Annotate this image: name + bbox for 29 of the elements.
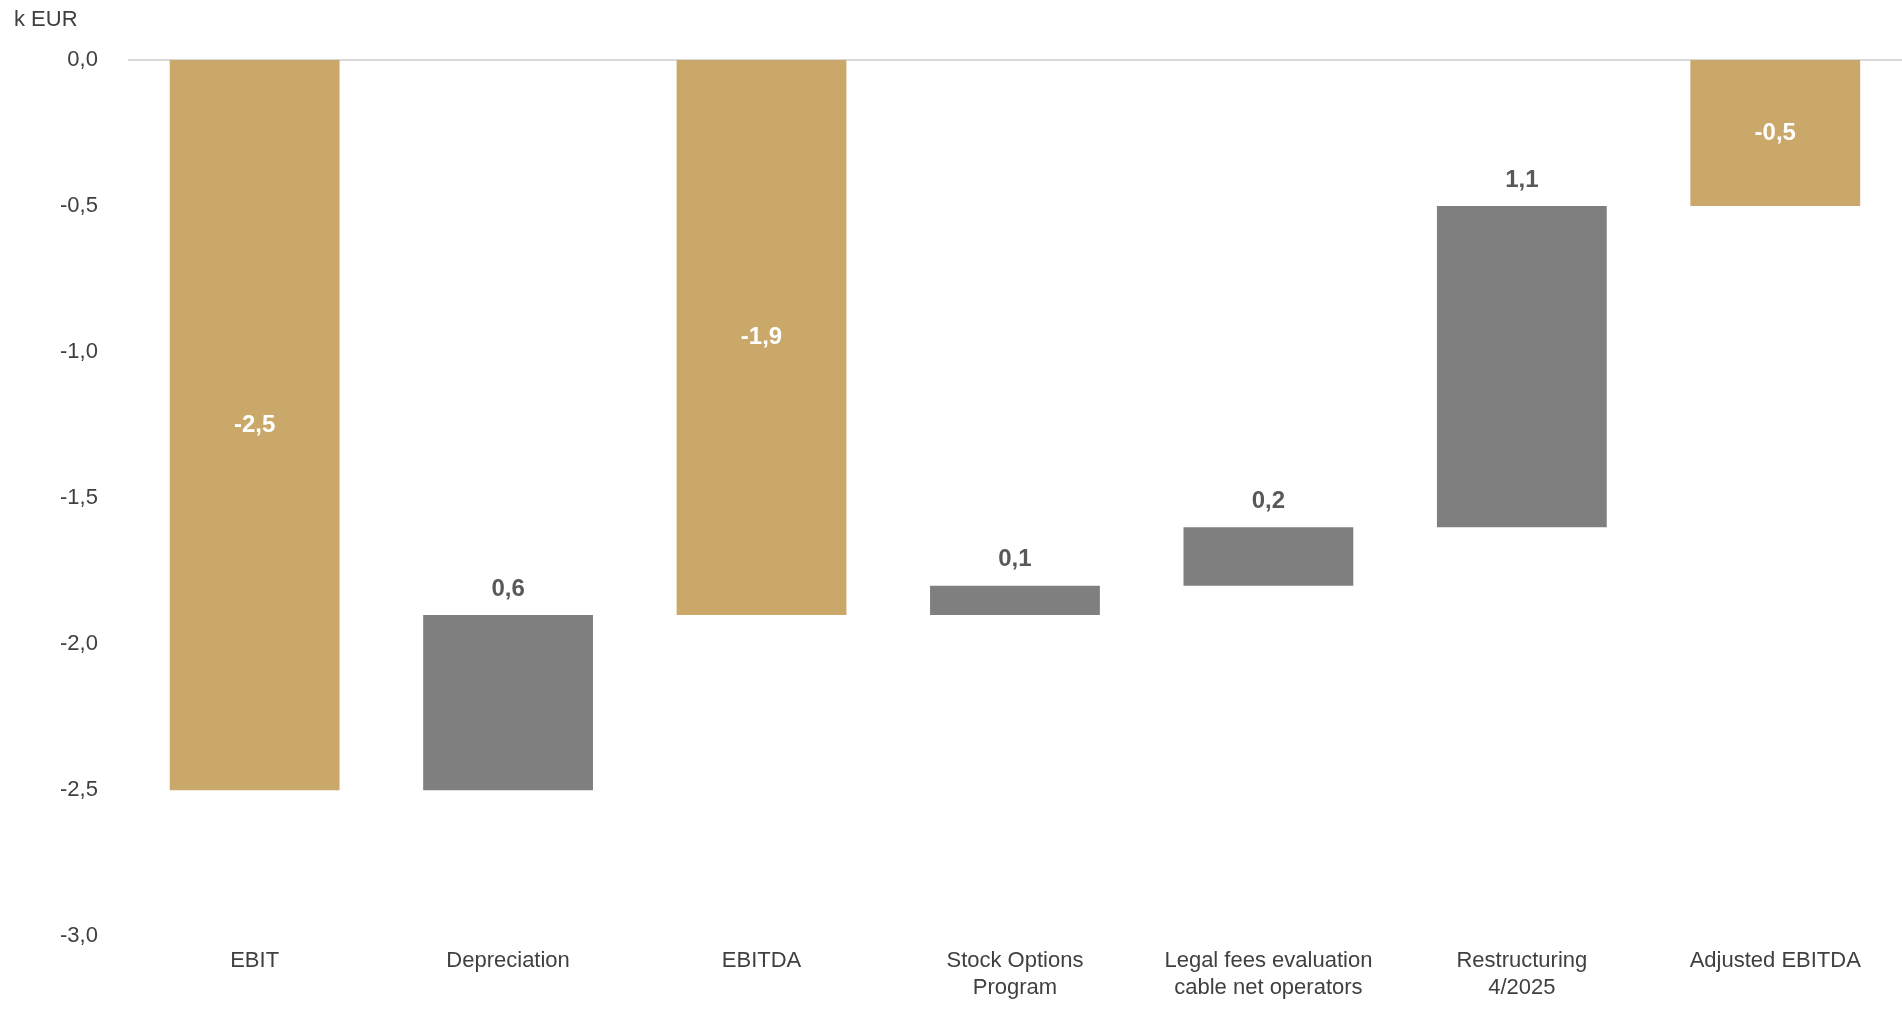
bar <box>676 60 847 615</box>
x-tick-label: EBITDA <box>721 947 802 973</box>
data-label: 0,1 <box>998 544 1032 572</box>
y-tick-label: -0,5 <box>59 192 98 218</box>
bar <box>930 585 1100 615</box>
bar <box>1183 527 1354 586</box>
bar <box>169 60 340 791</box>
x-tick-label: Depreciation <box>446 947 570 973</box>
x-tick-label: Stock Options Program <box>946 947 1084 999</box>
y-tick-label: -2,5 <box>59 776 98 802</box>
y-tick-label: 0,0 <box>67 46 98 72</box>
y-tick-label: -1,5 <box>59 484 98 510</box>
data-label: 1,1 <box>1505 164 1539 192</box>
y-tick-label: -2,0 <box>59 630 98 656</box>
x-tick-label: Legal fees evaluation cable net operators <box>1164 947 1373 999</box>
y-tick-label: -3,0 <box>59 922 98 948</box>
y-tick-label: -1,0 <box>59 338 98 364</box>
x-tick-label: EBIT <box>230 947 280 973</box>
bar <box>1436 206 1607 528</box>
data-label: -0,5 <box>1754 117 1796 145</box>
data-label: -1,9 <box>740 322 783 350</box>
data-label: 0,2 <box>1251 485 1286 513</box>
bar <box>1690 60 1861 207</box>
data-label: 0,6 <box>491 573 525 601</box>
x-tick-label: Restructuring 4/2025 <box>1456 947 1588 999</box>
x-tick-label: Adjusted EBITDA <box>1689 947 1862 973</box>
y-axis-title: k EUR <box>14 6 78 32</box>
bar <box>423 614 593 791</box>
data-label: -2,5 <box>233 409 276 437</box>
